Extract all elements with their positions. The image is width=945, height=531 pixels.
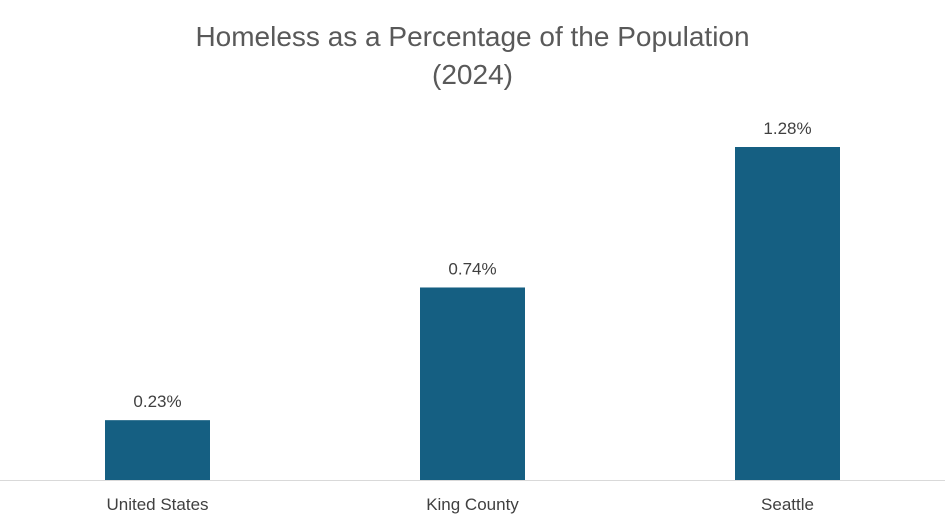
- bar-united-states: [105, 420, 210, 480]
- bar-king-county: [420, 287, 525, 480]
- chart-subtitle: (2024): [432, 59, 513, 90]
- data-label: 0.74%: [448, 259, 496, 278]
- data-label: 1.28%: [763, 119, 811, 138]
- x-tick-label: King County: [426, 495, 519, 514]
- data-label: 0.23%: [133, 392, 181, 411]
- x-tick-label: Seattle: [761, 495, 814, 514]
- chart-title: Homeless as a Percentage of the Populati…: [195, 21, 750, 52]
- bar-seattle: [735, 147, 840, 480]
- x-tick-label: United States: [106, 495, 208, 514]
